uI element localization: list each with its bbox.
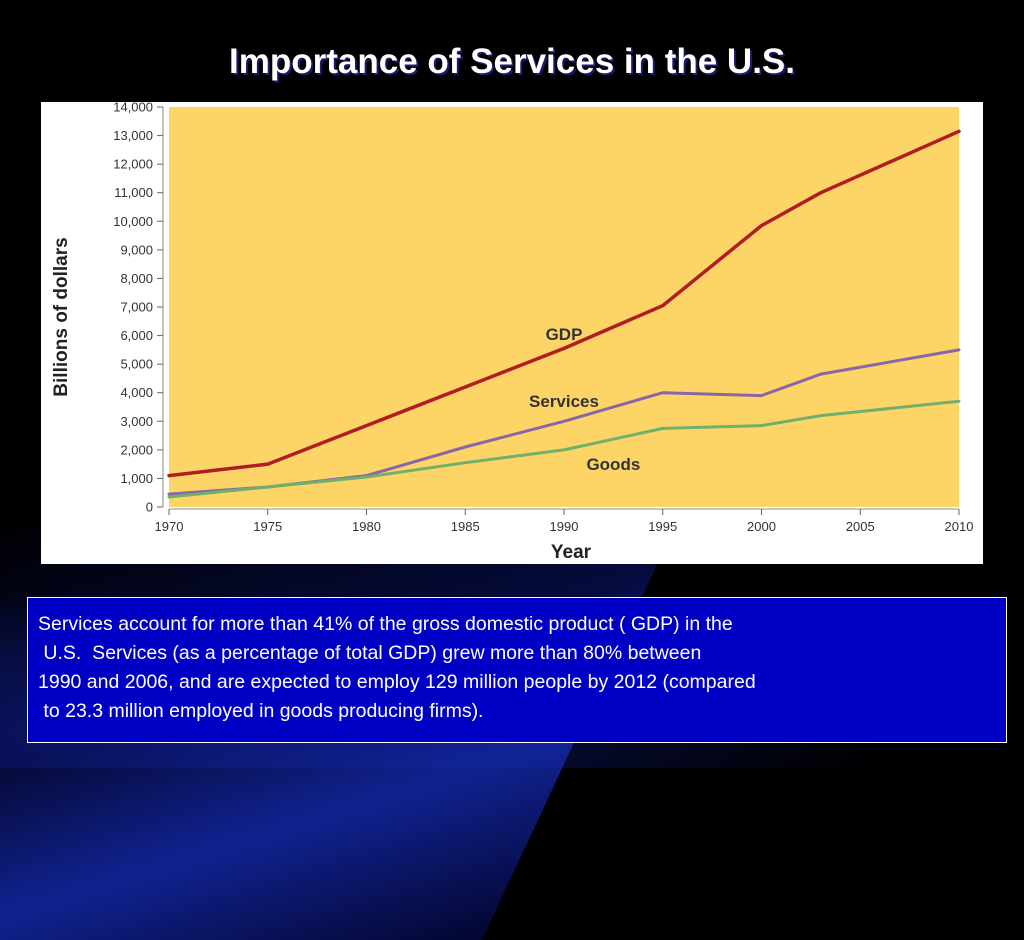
y-tick-label: 9,000 (120, 242, 153, 257)
y-tick-label: 7,000 (120, 300, 153, 315)
x-tick-label: 2010 (945, 519, 974, 534)
y-tick-label: 3,000 (120, 414, 153, 429)
x-tick-label: 1985 (451, 519, 480, 534)
y-tick-label: 14,000 (113, 102, 153, 115)
x-tick-label: 1970 (155, 519, 184, 534)
x-tick-label: 1990 (550, 519, 579, 534)
x-tick-label: 1975 (253, 519, 282, 534)
y-tick-label: 12,000 (113, 157, 153, 172)
y-axis: 0 1,000 2,000 3,000 4,000 5,000 6,000 7,000 8,00… (113, 102, 164, 515)
y-tick-label: 8,000 (120, 271, 153, 286)
description-box: Services account for more than 41% of th… (27, 597, 1007, 743)
line-chart: 0 1,000 2,000 3,000 4,000 5,000 6,000 7,000 8,00… (51, 102, 974, 563)
series-line-goods (167, 399, 961, 499)
series-label-services: Services (529, 392, 599, 411)
y-tick-label: 4,000 (120, 385, 153, 400)
x-axis: 1970 1975 1980 1985 1990 1995 2000 2005 2010 (155, 508, 974, 534)
y-axis-title: Billions of dollars (51, 237, 72, 396)
plot-area (169, 107, 959, 507)
x-tick-label: 2005 (846, 519, 875, 534)
series-labels: GDP Services Goods (529, 325, 640, 474)
y-tick-label: 11,000 (114, 185, 153, 200)
y-tick-label: 6,000 (120, 328, 153, 343)
y-tick-label: 10,000 (113, 214, 153, 229)
y-tick-label: 5,000 (120, 357, 153, 372)
y-tick-label: 1,000 (120, 471, 153, 486)
x-axis-title: Year (551, 542, 592, 563)
y-tick-label: 0 (146, 500, 153, 515)
y-tick-label: 2,000 (120, 442, 153, 457)
series-lines (167, 129, 961, 499)
y-tick-label: 13,000 (113, 128, 153, 143)
x-tick-label: 1995 (648, 519, 677, 534)
series-label-goods: Goods (586, 455, 640, 474)
x-tick-label: 1980 (352, 519, 381, 534)
series-label-gdp: GDP (546, 325, 583, 344)
x-tick-label: 2000 (747, 519, 776, 534)
series-line-gdp (167, 129, 961, 478)
chart-panel: 0 1,000 2,000 3,000 4,000 5,000 6,000 7,000 8,00… (41, 102, 983, 564)
slide-title: Importance of Services in the U.S. (229, 42, 795, 81)
